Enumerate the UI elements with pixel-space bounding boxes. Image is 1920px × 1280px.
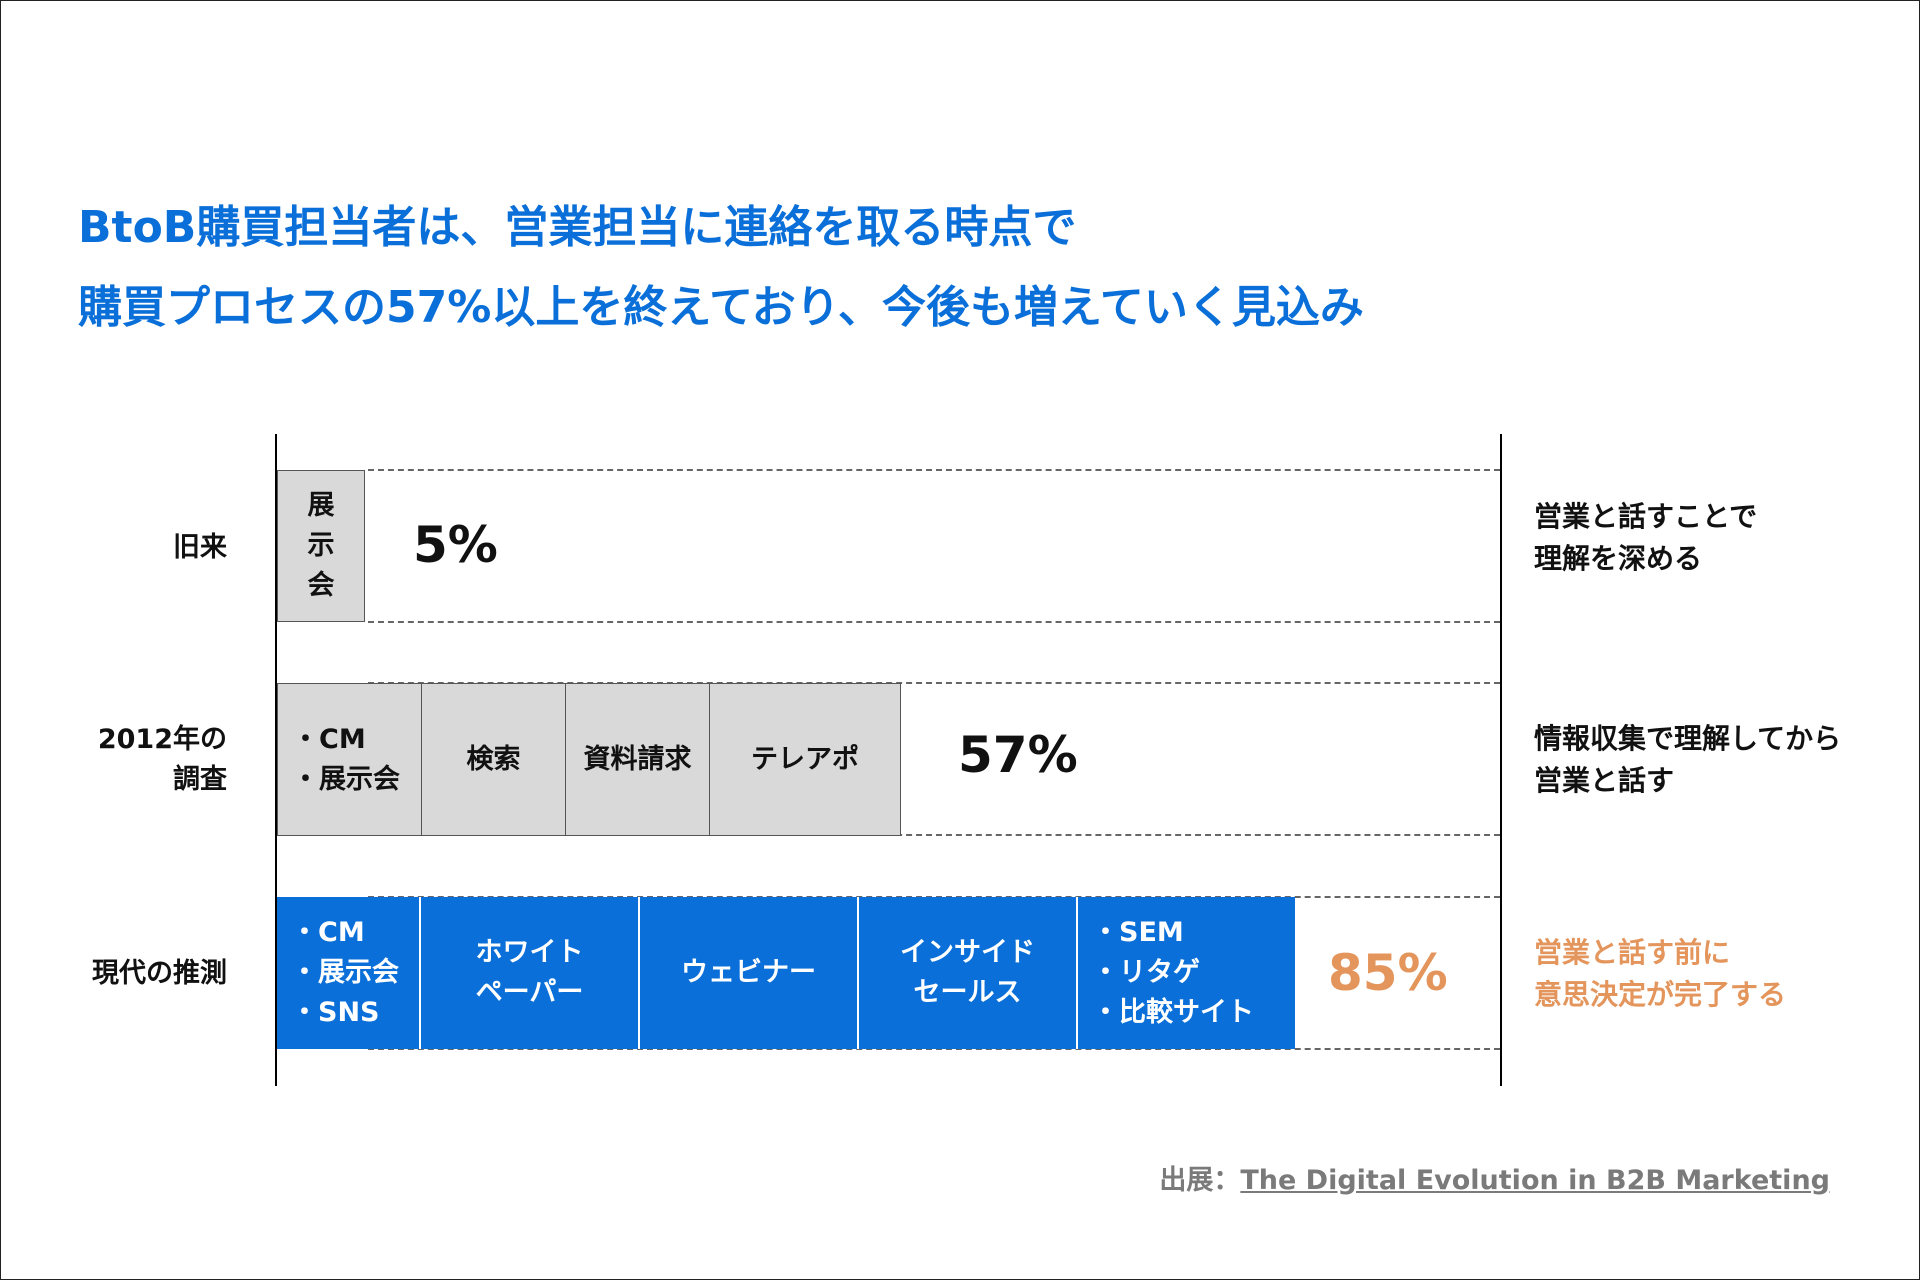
row-label-line: 旧来: [173, 532, 227, 563]
source-citation: 出展：The Digital Evolution in B2B Marketin…: [1159, 1158, 1830, 1197]
segment-text: ・CM: [292, 723, 366, 755]
segment-text: インサイド: [900, 937, 1035, 968]
segment-text: ・展示会: [292, 763, 400, 795]
title-line-1: BtoB購買担当者は、営業担当に連絡を取る時点で: [78, 202, 1077, 253]
segment-text: ・展示会: [291, 957, 399, 988]
row-label-traditional: 旧来: [57, 528, 227, 568]
segment-text: 展: [307, 490, 335, 521]
note-line: 営業と話す前に: [1534, 936, 1731, 969]
note-line: 営業と話す: [1534, 764, 1675, 797]
note-line: 営業と話すことで: [1534, 500, 1758, 533]
segment-text: 資料請求: [583, 743, 692, 775]
chart-right-axis: [1500, 434, 1502, 1086]
bar-segment: ウェビナー: [640, 897, 859, 1049]
bar-segment: テレアポ: [709, 683, 901, 836]
source-prefix: 出展：: [1159, 1165, 1241, 1196]
row-label-line: 調査: [173, 764, 227, 795]
title-line-2: 購買プロセスの57%以上を終えており、今後も増えていく見込み: [78, 282, 1364, 333]
row-guide-bottom: [368, 621, 1500, 623]
percent-label-modern: 85%: [1328, 944, 1448, 1002]
segment-text: テレアポ: [751, 743, 859, 775]
bar-segment: ホワイト ペーパー: [421, 897, 640, 1049]
row-guide-top: [368, 469, 1500, 471]
bar-segment: ・CM ・展示会: [277, 683, 422, 836]
source-link[interactable]: The Digital Evolution in B2B Marketing: [1240, 1165, 1830, 1196]
segment-text: 示: [307, 530, 335, 561]
chart-left-axis: [275, 434, 277, 1086]
segment-text: ペーパー: [475, 977, 584, 1008]
segment-text: ・比較サイト: [1092, 997, 1254, 1028]
segment-text: ・リタゲ: [1092, 957, 1200, 988]
note-modern: 営業と話す前に 意思決定が完了する: [1534, 932, 1786, 1016]
bar-segment: 資料請求: [565, 683, 710, 836]
segment-text: ウェビナー: [681, 957, 816, 988]
note-line: 情報収集で理解してから: [1534, 722, 1842, 755]
segment-text: ・SNS: [291, 997, 380, 1028]
segment-text: ・SEM: [1092, 917, 1184, 948]
percent-label-traditional: 5%: [413, 516, 498, 574]
row-label-line: 現代の推測: [92, 958, 227, 989]
note-traditional: 営業と話すことで 理解を深める: [1534, 496, 1757, 580]
bar-segment: ・SEM ・リタゲ ・比較サイト: [1078, 897, 1295, 1049]
bar-segment: インサイド セールス: [859, 897, 1078, 1049]
row-guide-bottom: [368, 834, 1500, 836]
row-guide-bottom: [368, 1048, 1500, 1050]
bar-segment: 検索: [421, 683, 566, 836]
segment-text: 会: [307, 570, 335, 601]
bar-segment: ・CM ・展示会 ・SNS: [277, 897, 421, 1049]
segment-text: ・CM: [291, 917, 365, 948]
row-label-line: 2012年の: [97, 724, 227, 755]
segment-text: 検索: [466, 743, 521, 775]
note-line: 意思決定が完了する: [1534, 978, 1787, 1011]
segment-text: セールス: [913, 977, 1022, 1008]
segment-text: ホワイト: [475, 937, 584, 968]
row-label-2012-survey: 2012年の 調査: [57, 720, 227, 800]
note-2012: 情報収集で理解してから 営業と話す: [1534, 718, 1841, 802]
row-label-modern-estimate: 現代の推測: [57, 954, 227, 994]
note-line: 理解を深める: [1534, 542, 1703, 575]
page-title: BtoB購買担当者は、営業担当に連絡を取る時点で 購買プロセスの57%以上を終え…: [78, 188, 1364, 348]
percent-label-2012: 57%: [958, 726, 1078, 784]
bar-segment: 展 示 会: [277, 470, 365, 622]
row-guide-top: [368, 682, 1500, 684]
